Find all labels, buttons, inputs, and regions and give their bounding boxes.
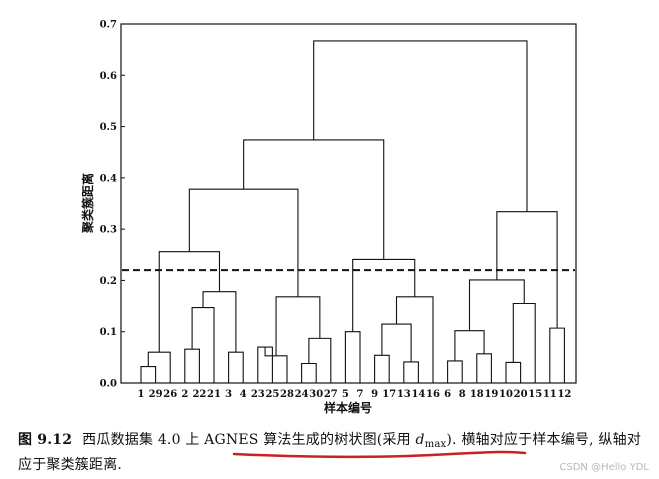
x-tick-label: 5 bbox=[342, 389, 349, 400]
x-tick-label: 20 bbox=[514, 389, 528, 400]
x-tick-label: 3 bbox=[225, 389, 232, 400]
x-tick-label: 9 bbox=[371, 389, 378, 400]
dendrogram-link bbox=[496, 211, 558, 329]
caption-text-post: ). 横轴对应于样本编号, 纵轴对应于聚类簇距离. bbox=[18, 432, 642, 473]
x-tick-label: 12 bbox=[557, 389, 571, 400]
x-tick-label: 18 bbox=[470, 389, 484, 400]
y-axis-label: 聚类簇距离 bbox=[80, 173, 95, 234]
dendrogram-link bbox=[140, 366, 157, 383]
plot-frame bbox=[120, 23, 577, 384]
dendrogram-link bbox=[184, 348, 200, 383]
dendrogram-link bbox=[275, 296, 321, 356]
x-tick-label: 17 bbox=[382, 389, 396, 400]
dendrogram-link bbox=[403, 361, 419, 383]
dendrogram-link bbox=[191, 307, 215, 383]
figure-number: 图 9.12 bbox=[18, 432, 73, 448]
y-tick-label: 0.2 bbox=[100, 276, 117, 287]
caption-math-sub: max bbox=[424, 439, 447, 450]
x-tick-label: 22 bbox=[192, 389, 206, 400]
figure-caption: 图 9.12 西瓜数据集 4.0 上 AGNES 算法生成的树状图(采用 dmax… bbox=[18, 430, 648, 476]
x-tick-label: 6 bbox=[444, 389, 451, 400]
dendrogram-link bbox=[158, 251, 221, 353]
caption-math-d: d bbox=[415, 432, 425, 448]
caption-underline bbox=[232, 450, 527, 459]
x-tick-label: 8 bbox=[459, 389, 466, 400]
dendrogram-link bbox=[381, 323, 412, 362]
dendrogram-link bbox=[512, 302, 536, 383]
x-tick-label: 10 bbox=[499, 389, 513, 400]
x-tick-label: 27 bbox=[324, 389, 338, 400]
dendrogram-link bbox=[447, 360, 463, 383]
dendrogram-link bbox=[228, 351, 244, 383]
x-tick-label: 30 bbox=[309, 389, 323, 400]
x-tick-label: 14 bbox=[411, 389, 425, 400]
dendrogram-link bbox=[301, 362, 317, 383]
dendrogram-link bbox=[147, 351, 171, 383]
dendrogram-link bbox=[505, 361, 522, 383]
dendrogram-link bbox=[549, 327, 565, 383]
dendrogram-chart: 0.00.10.20.30.40.50.60.7 1 29 26 2 22 21 3 4 23 2… bbox=[80, 20, 577, 415]
x-tick-label: 16 bbox=[426, 389, 440, 400]
x-tick-label: 19 bbox=[484, 389, 498, 400]
dendrogram-link bbox=[344, 331, 361, 383]
x-tick-label: 1 bbox=[138, 389, 145, 400]
dendrogram-link bbox=[264, 347, 288, 383]
dendrogram-link bbox=[352, 258, 416, 332]
dendrogram-link bbox=[243, 139, 385, 260]
dendrogram-figure: 0.0 0.1 0.2 0.3 0.4 0.5 0.6 0.7 1 29 26 2 22 21 3 4 23 2… bbox=[80, 20, 577, 415]
x-tick-label: 23 bbox=[251, 389, 265, 400]
x-tick-label: 28 bbox=[280, 389, 294, 400]
caption-text-pre: 西瓜数据集 4.0 上 AGNES 算法生成的树状图(采用 bbox=[82, 432, 416, 448]
x-tick-label: 13 bbox=[397, 389, 411, 400]
y-tick-label: 0.0 bbox=[100, 379, 117, 390]
dendrogram-links bbox=[140, 40, 565, 383]
x-tick-label: 21 bbox=[207, 389, 221, 400]
y-tick-label: 0.7 bbox=[100, 20, 117, 31]
x-tick-label: 26 bbox=[163, 389, 177, 400]
x-tick-label: 15 bbox=[528, 389, 542, 400]
watermark: CSDN @Hello YDL bbox=[559, 462, 649, 473]
y-tick-label: 0.3 bbox=[100, 225, 117, 236]
x-tick-label: 2 bbox=[181, 389, 188, 400]
dendrogram-link bbox=[313, 40, 528, 212]
x-tick-label: 24 bbox=[295, 389, 309, 400]
dendrogram-link bbox=[468, 279, 525, 331]
x-tick-label: 7 bbox=[357, 389, 364, 400]
dendrogram-link bbox=[188, 188, 299, 297]
y-tick-label: 0.4 bbox=[100, 173, 117, 184]
x-axis-ticks: 1 29 26 2 22 21 3 4 23 25 28 24 30 27 5 7 9 17 13 14 16 6 8 18 1… bbox=[138, 389, 572, 400]
y-axis-ticks: 0.0 0.1 0.2 0.3 0.4 0.5 0.6 0.7 bbox=[100, 20, 125, 390]
dendrogram-link bbox=[374, 354, 390, 383]
y-tick-label: 0.5 bbox=[100, 122, 117, 133]
x-axis-label: 样本编号 bbox=[324, 400, 372, 415]
dendrogram-link bbox=[308, 337, 332, 383]
x-tick-label: 29 bbox=[149, 389, 163, 400]
dendrogram-link bbox=[476, 353, 492, 383]
x-tick-label: 4 bbox=[240, 389, 247, 400]
x-tick-label: 25 bbox=[265, 389, 279, 400]
x-tick-label: 11 bbox=[543, 389, 557, 400]
dendrogram-link bbox=[202, 291, 237, 353]
y-tick-label: 0.1 bbox=[100, 327, 117, 338]
dendrogram-link bbox=[454, 330, 485, 361]
y-tick-label: 0.6 bbox=[100, 71, 117, 82]
dendrogram-link bbox=[395, 296, 434, 383]
